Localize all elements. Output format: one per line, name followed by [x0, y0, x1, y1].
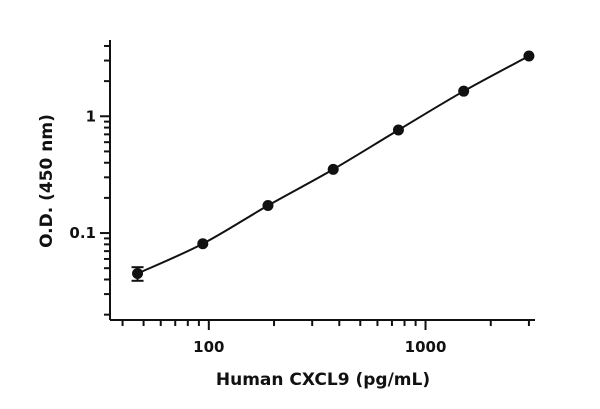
- y-axis-title: O.D. (450 nm): [37, 114, 57, 248]
- data-point: [523, 50, 535, 62]
- tick-labels: 0.1 1 100 1000: [69, 107, 446, 356]
- axes: [109, 40, 535, 321]
- y-tick-label: 1: [86, 107, 96, 125]
- data-point: [197, 238, 209, 250]
- x-tick-label: 100: [193, 338, 224, 356]
- x-axis-title: Human CXCL9 (pg/mL): [216, 370, 430, 390]
- data-points-layer: [131, 50, 535, 282]
- data-point: [392, 124, 404, 136]
- y-tick-label: 0.1: [69, 224, 96, 242]
- data-point: [458, 85, 470, 97]
- data-point: [132, 268, 144, 280]
- data-point: [327, 163, 339, 175]
- y-axis-ticks: [100, 44, 110, 316]
- x-tick-label: 1000: [405, 338, 447, 356]
- x-axis-ticks: [121, 320, 530, 330]
- data-point: [262, 200, 274, 212]
